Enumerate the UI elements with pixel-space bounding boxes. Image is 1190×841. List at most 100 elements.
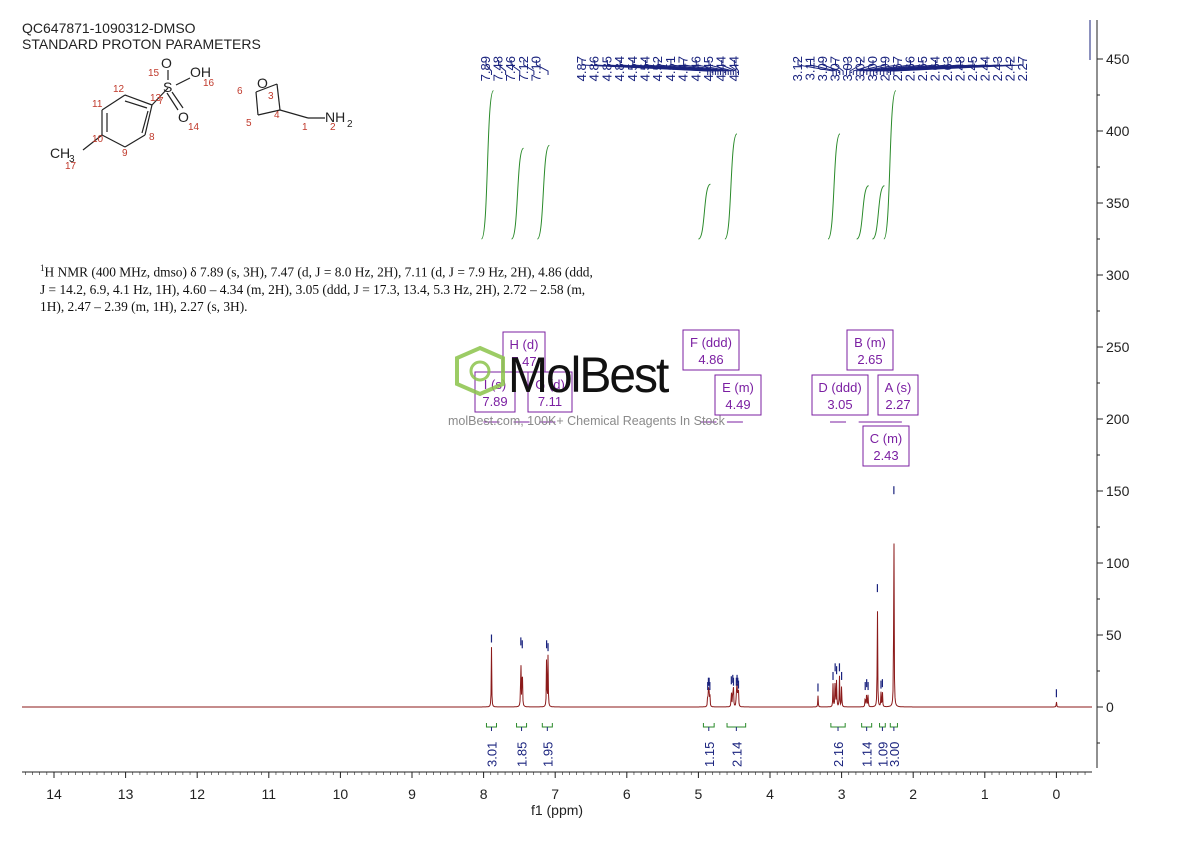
atom-number: 17 <box>65 161 77 172</box>
watermark-brand: MolBest <box>508 347 667 405</box>
integral-bracket <box>517 723 527 727</box>
multiplet-shift: 4.49 <box>725 397 750 412</box>
x-tick-label: 11 <box>262 786 277 802</box>
spectrum-trace <box>22 544 1092 708</box>
x-tick-label: 6 <box>623 786 631 802</box>
multiplet-shift: 3.05 <box>827 397 852 412</box>
multiplet-label: A (s) <box>885 380 912 395</box>
x-tick-label: 14 <box>46 786 62 802</box>
atom-number: 11 <box>92 99 103 110</box>
molecule-bond <box>280 110 308 118</box>
atom-number: 4 <box>274 110 280 121</box>
atom-number: 14 <box>188 122 200 133</box>
atom-number: 15 <box>148 68 160 79</box>
y-tick-label: 400 <box>1106 123 1130 139</box>
atom-number: 2 <box>330 122 336 133</box>
y-tick-label: 100 <box>1106 555 1130 571</box>
multiplet-shift: 2.27 <box>885 397 910 412</box>
atom-number: 8 <box>149 132 155 143</box>
multiplet-shift: 4.86 <box>698 352 723 367</box>
integral-curve <box>857 186 869 239</box>
integral-curve <box>884 91 896 239</box>
integral-bracket <box>890 723 897 727</box>
x-tick-label: 2 <box>909 786 917 802</box>
integral-value: 1.15 <box>702 742 717 767</box>
integral-bracket <box>880 723 886 727</box>
multiplet-label: E (m) <box>722 380 754 395</box>
integral-value: 1.85 <box>515 742 530 767</box>
multiplet-label: F (ddd) <box>690 335 732 350</box>
molecule-bond <box>167 93 178 110</box>
molecule-bond <box>102 95 125 110</box>
integral-value: 3.01 <box>484 742 499 767</box>
watermark-logo-ring <box>471 362 489 380</box>
x-tick-label: 13 <box>118 786 134 802</box>
peak-label-left-label: 7.10 <box>528 56 543 81</box>
atom-number: 5 <box>246 118 252 129</box>
atom-carbon: C <box>50 145 60 161</box>
atom-sulfur: S <box>163 79 172 95</box>
x-axis-label: f1 (ppm) <box>531 802 583 818</box>
molecule-bond <box>142 111 148 133</box>
x-tick-label: 7 <box>551 786 559 802</box>
y-tick-label: 0 <box>1106 699 1114 715</box>
molecule-bond <box>176 78 190 85</box>
y-tick-label: 50 <box>1106 627 1122 643</box>
atom-number: 16 <box>203 78 215 89</box>
atom-number: 12 <box>113 84 125 95</box>
molecule-bond <box>277 84 280 110</box>
integral-curve <box>512 148 524 239</box>
y-tick-label: 200 <box>1106 411 1130 427</box>
x-tick-label: 10 <box>333 786 349 802</box>
integral-bracket <box>862 723 872 727</box>
integral-curve <box>537 145 549 239</box>
integral-curve <box>828 134 840 239</box>
watermark-tagline: molBest.com, 100K+ Chemical Reagents In … <box>448 414 725 428</box>
molecule-bond <box>125 135 145 147</box>
watermark-logo-icon <box>457 348 503 394</box>
integral-bracket <box>486 723 496 727</box>
multiplet-label: B (m) <box>854 335 886 350</box>
integral-curve <box>481 91 493 239</box>
molecule-bond <box>102 135 125 147</box>
y-tick-label: 350 <box>1106 195 1130 211</box>
y-tick-label: 300 <box>1106 267 1130 283</box>
molecule-bond <box>125 95 152 105</box>
x-tick-label: 3 <box>838 786 846 802</box>
integral-curve <box>698 184 710 239</box>
multiplet-label: C (m) <box>870 431 903 446</box>
x-tick-label: 8 <box>480 786 488 802</box>
integral-bracket <box>703 723 714 727</box>
atom-number: 7 <box>158 96 164 107</box>
integral-curve <box>872 186 884 239</box>
integral-bracket <box>831 723 845 727</box>
integral-value: 1.95 <box>540 742 555 767</box>
y-tick-label: 450 <box>1106 51 1130 67</box>
x-tick-label: 12 <box>189 786 205 802</box>
atom-number: 6 <box>237 86 243 97</box>
atom-subscript: 2 <box>347 119 353 130</box>
x-tick-label: 9 <box>408 786 416 802</box>
integral-value: 2.16 <box>831 742 846 767</box>
integral-bracket <box>542 723 552 727</box>
molecule-bond <box>172 92 183 108</box>
integral-bracket <box>727 723 746 727</box>
integral-curve <box>725 134 737 239</box>
atom-oxygen: O <box>257 75 268 91</box>
multiplet-shift: 2.43 <box>873 448 898 463</box>
atom-number: 9 <box>122 148 128 159</box>
integral-value: 3.00 <box>887 742 902 767</box>
atom-number: 1 <box>302 122 308 133</box>
y-tick-label: 250 <box>1106 339 1130 355</box>
molecule-bond <box>256 92 258 115</box>
multiplet-shift: 2.65 <box>857 352 882 367</box>
y-tick-label: 150 <box>1106 483 1130 499</box>
atom-number: 10 <box>92 134 104 145</box>
x-tick-label: 1 <box>981 786 989 802</box>
multiplet-shift: 7.89 <box>482 394 507 409</box>
x-tick-label: 0 <box>1053 786 1061 802</box>
x-tick-label: 5 <box>695 786 703 802</box>
x-tick-label: 4 <box>766 786 774 802</box>
atom-oxygen: O <box>161 55 172 71</box>
atom-number: 3 <box>268 91 274 102</box>
